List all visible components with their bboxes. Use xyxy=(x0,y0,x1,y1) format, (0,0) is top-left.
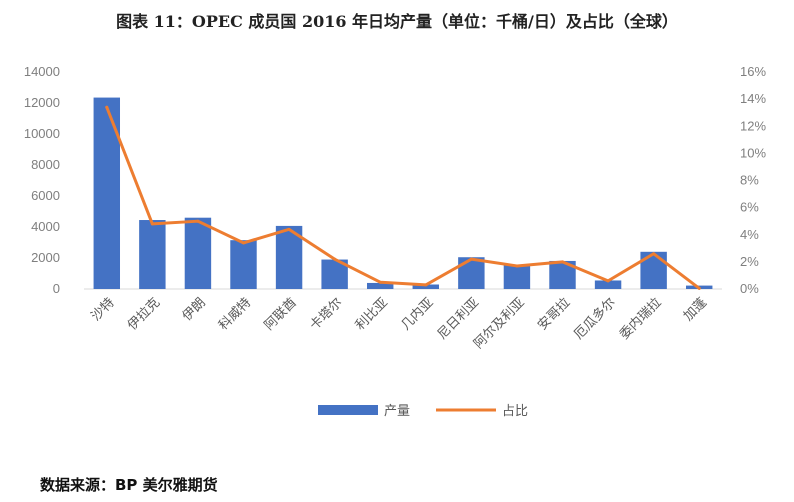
share-point xyxy=(424,283,428,287)
share-point xyxy=(333,257,337,261)
legend-label-line: 占比 xyxy=(502,404,528,419)
y2-tick-label: 4% xyxy=(740,227,759,242)
category-label: 加蓬 xyxy=(681,295,710,324)
share-point xyxy=(561,260,564,264)
category-label: 委内瑞拉 xyxy=(616,295,664,343)
y2-tick-label: 8% xyxy=(740,173,759,188)
y2-tick-label: 6% xyxy=(740,200,759,215)
y-tick-label: 0 xyxy=(53,281,60,296)
chart: 0 2000 4000 6000 8000 10000 12000 14000 0% 2% 4% 6%… xyxy=(24,64,767,419)
share-point xyxy=(697,286,701,290)
category-label: 尼日利亚 xyxy=(435,295,482,342)
y-tick-label: 12000 xyxy=(24,95,60,110)
category-label: 伊拉克 xyxy=(125,295,163,333)
bar xyxy=(503,264,531,289)
axes: 0 2000 4000 6000 8000 10000 12000 14000 0% 2% 4% 6%… xyxy=(24,64,767,296)
y2-tick-label: 16% xyxy=(740,64,766,79)
share-point xyxy=(105,105,109,109)
share-point xyxy=(287,227,291,231)
category-label: 科威特 xyxy=(216,295,254,333)
y-tick-label: 8000 xyxy=(31,157,60,172)
share-point xyxy=(652,252,656,256)
category-label: 利比亚 xyxy=(353,295,391,333)
legend: 产量 占比 xyxy=(318,404,528,419)
bar xyxy=(640,251,667,289)
legend-swatch-bar xyxy=(318,405,378,415)
y-tick-label: 2000 xyxy=(31,250,60,265)
share-line xyxy=(105,105,701,290)
chart-title: 图表 11：OPEC 成员国 2016 年日均产量（单位：千桶/日）及占比（全球… xyxy=(116,12,678,31)
y2-tick-label: 12% xyxy=(740,118,766,133)
y2-tick-label: 10% xyxy=(740,145,766,160)
category-label: 伊朗 xyxy=(180,295,209,324)
bar xyxy=(184,217,212,289)
y-tick-label: 10000 xyxy=(24,126,60,141)
category-label: 卡塔尔 xyxy=(307,295,345,333)
share-point xyxy=(196,219,200,223)
category-label: 沙特 xyxy=(89,295,118,324)
y2-tick-label: 14% xyxy=(740,91,766,106)
y2-tick-label: 2% xyxy=(740,254,759,269)
bar xyxy=(594,280,622,289)
bars xyxy=(93,97,713,289)
share-point xyxy=(242,241,245,245)
share-point xyxy=(150,222,154,226)
share-point xyxy=(606,279,610,283)
category-label: 厄瓜多尔 xyxy=(571,295,619,343)
legend-label-bar: 产量 xyxy=(384,404,410,419)
share-point xyxy=(378,280,382,284)
category-label: 几内亚 xyxy=(398,295,437,334)
bar xyxy=(230,240,257,289)
source-note: 数据来源：BP 美尔雅期货 xyxy=(40,476,218,494)
category-label: 阿联酋 xyxy=(261,295,300,334)
bar xyxy=(412,284,440,289)
share-point xyxy=(515,264,519,268)
share-point xyxy=(469,257,473,261)
y-tick-label: 6000 xyxy=(31,188,60,203)
bar xyxy=(139,220,166,289)
bar xyxy=(366,282,394,289)
y2-tick-label: 0% xyxy=(740,281,759,296)
share-line-path xyxy=(105,105,701,290)
category-label: 安哥拉 xyxy=(535,295,573,333)
bar xyxy=(93,97,121,289)
y-tick-label: 4000 xyxy=(31,219,60,234)
y-tick-label: 14000 xyxy=(24,64,60,79)
